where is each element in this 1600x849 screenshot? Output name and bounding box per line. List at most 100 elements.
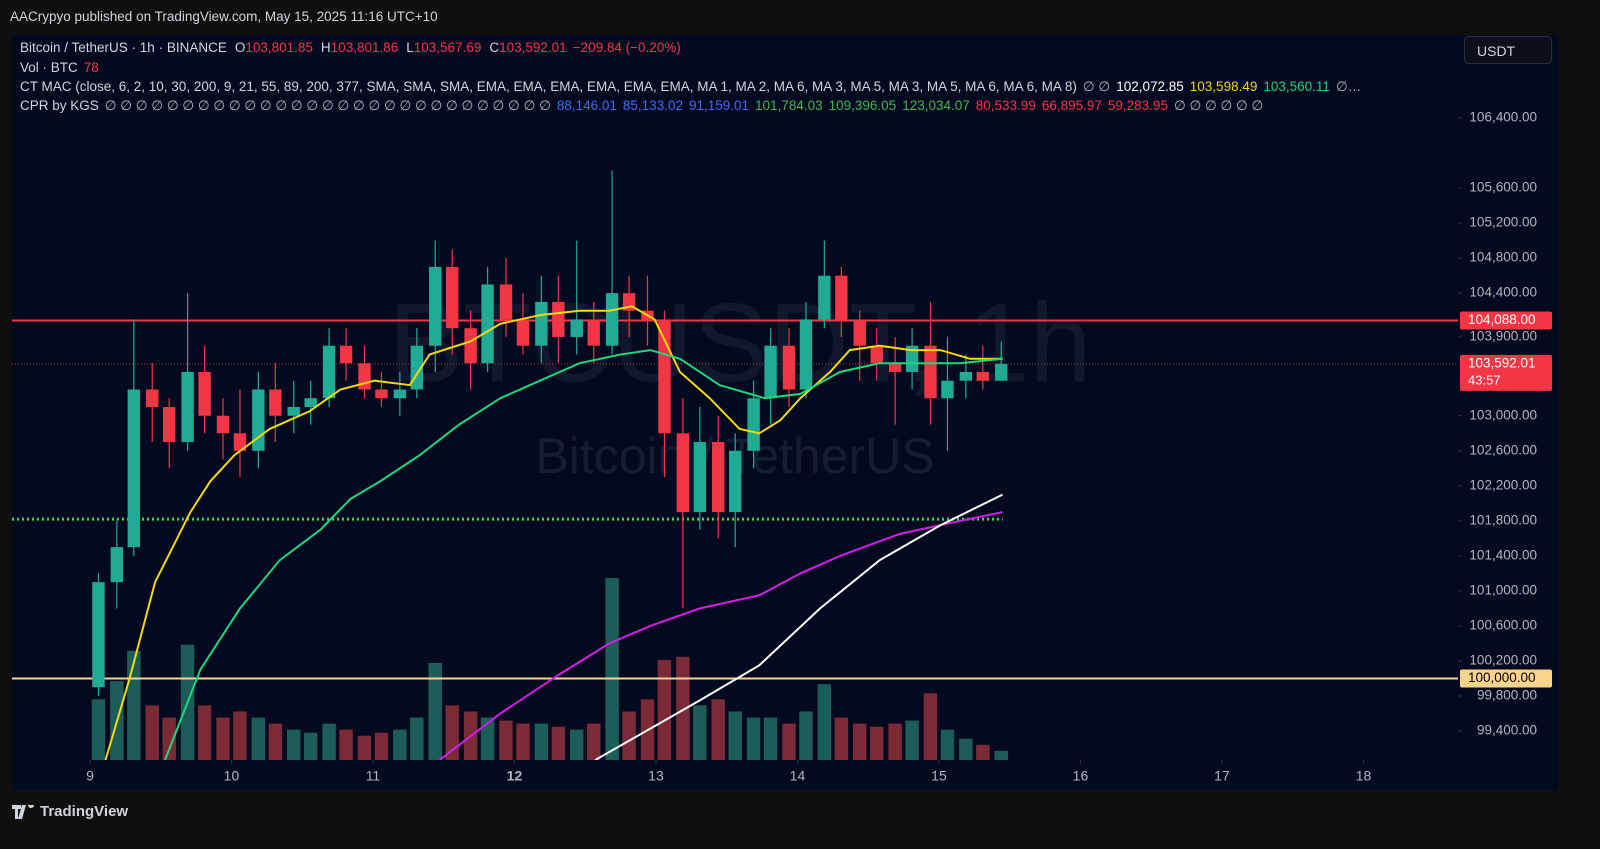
candle-body <box>92 582 105 688</box>
indicator-value: ∅ ∅ <box>1082 79 1111 94</box>
y-tick-label: 101,800.00 <box>1469 512 1537 527</box>
candle-body <box>446 266 459 329</box>
volume-bar <box>322 723 336 760</box>
candle-body <box>587 319 600 346</box>
ohlc-value: 103,567.69 <box>413 40 482 55</box>
moving-average <box>104 305 1003 760</box>
ohlc-item: O103,801.85 <box>235 40 313 55</box>
currency-button[interactable]: USDT <box>1464 36 1552 64</box>
candle-body <box>799 319 813 390</box>
price-label-box <box>1460 354 1552 391</box>
candle-body <box>905 345 919 372</box>
candle-body <box>322 345 336 399</box>
candle-body <box>464 328 477 364</box>
candle-body <box>712 442 725 513</box>
candle-body <box>764 345 777 399</box>
symbol: Bitcoin / TetherUS · 1h · BINANCE <box>20 40 227 55</box>
x-tick-label: 14 <box>790 768 806 784</box>
volume-bar <box>534 723 549 760</box>
y-tick-label: 100,600.00 <box>1469 617 1537 632</box>
candle-body <box>233 433 247 451</box>
candle-body <box>127 389 141 548</box>
volume-bar <box>499 720 513 760</box>
volume-bar <box>516 723 530 760</box>
x-tick-label: 9 <box>86 768 94 784</box>
x-tick-label: 11 <box>366 768 381 784</box>
candle-body <box>924 345 937 399</box>
candle-body <box>658 319 671 434</box>
volume-bar <box>145 705 159 760</box>
y-tick-label: 105,600.00 <box>1469 180 1537 195</box>
volume-bar <box>197 705 212 760</box>
volume-bar <box>357 735 372 760</box>
volume-bar <box>834 717 849 760</box>
ohlc-item: H103,801.86 <box>321 40 398 55</box>
candle-body <box>888 363 902 372</box>
candle-body <box>676 433 690 513</box>
ohlc-key: C <box>489 40 500 55</box>
moving-average <box>164 349 1003 760</box>
volume-bar <box>976 744 990 760</box>
y-tick-label: 99,400.00 <box>1477 723 1537 738</box>
candle-body <box>304 398 317 408</box>
candle-body <box>818 275 831 320</box>
candle-body <box>146 389 159 408</box>
volume-bar <box>782 723 796 760</box>
volume-bar <box>923 693 938 760</box>
volume-bar <box>746 717 761 760</box>
volume-legend: Vol · BTC 78 <box>20 60 99 75</box>
volume-bar <box>728 711 742 760</box>
y-tick-label: 104,800.00 <box>1469 250 1537 265</box>
volume-label: Vol · BTC <box>20 60 78 75</box>
y-tick-label: 101,000.00 <box>1469 582 1537 597</box>
volume-bar <box>693 705 707 760</box>
ohlc-item: L103,567.69 <box>406 40 481 55</box>
candle-body <box>729 450 742 513</box>
countdown: 43:57 <box>1468 372 1501 387</box>
candle-body <box>870 345 883 364</box>
volume-bar <box>711 699 725 760</box>
indicator-value: 123,034.07 <box>902 98 970 113</box>
change: −209.84 (−0.20%) <box>572 40 681 55</box>
indicator-value: 109,396.05 <box>828 98 897 113</box>
symbol-legend: Bitcoin / TetherUS · 1h · BINANCE O103,80… <box>20 40 681 55</box>
indicator-value: 85,133.02 <box>622 98 683 113</box>
y-tick-label: 99,800.00 <box>1477 688 1537 703</box>
candle-body <box>941 380 954 399</box>
ohlc-item: C103,592.01 <box>489 40 566 55</box>
indicator-value: ∅ ∅ ∅ ∅ ∅ ∅ ∅ ∅ ∅ ∅ ∅ ∅ ∅ ∅ ∅ ∅ ∅ ∅ ∅ ∅ … <box>104 98 551 113</box>
volume-bar <box>410 717 424 760</box>
price-label-box <box>1460 311 1552 330</box>
y-tick-label: 101,400.00 <box>1469 547 1537 562</box>
indicator-value: 103,598.49 <box>1189 79 1258 94</box>
candle-body <box>375 389 388 399</box>
watermark: BTCUSDT, 1h <box>388 281 1091 406</box>
candle-body <box>835 275 848 320</box>
indicator-value: 103,560.11 <box>1263 79 1330 94</box>
x-tick-label: 15 <box>931 768 947 784</box>
price-label: 103,592.01 <box>1468 355 1536 370</box>
candle-body <box>481 284 494 364</box>
volume-bar <box>853 723 867 760</box>
volume-bar <box>251 717 266 760</box>
plot-background <box>12 35 1458 790</box>
volume-bar <box>91 699 106 760</box>
y-tick-label: 103,900.00 <box>1469 329 1537 344</box>
volume-bar <box>940 729 955 760</box>
candle-body <box>853 319 866 346</box>
candle-body <box>552 301 565 337</box>
x-tick-label: 18 <box>1356 768 1372 784</box>
candle-body <box>995 363 1008 381</box>
y-tick-label: 105,200.00 <box>1469 215 1537 230</box>
volume-bar <box>374 732 389 760</box>
indicator-value: 101,784.03 <box>755 98 823 113</box>
ohlc-key: L <box>406 40 414 55</box>
volume-bar <box>799 711 813 760</box>
volume-bar <box>605 578 619 760</box>
volume-bar <box>303 732 318 760</box>
volume-bar <box>657 659 672 760</box>
volume-bar <box>393 729 407 760</box>
candle-body <box>181 371 194 443</box>
